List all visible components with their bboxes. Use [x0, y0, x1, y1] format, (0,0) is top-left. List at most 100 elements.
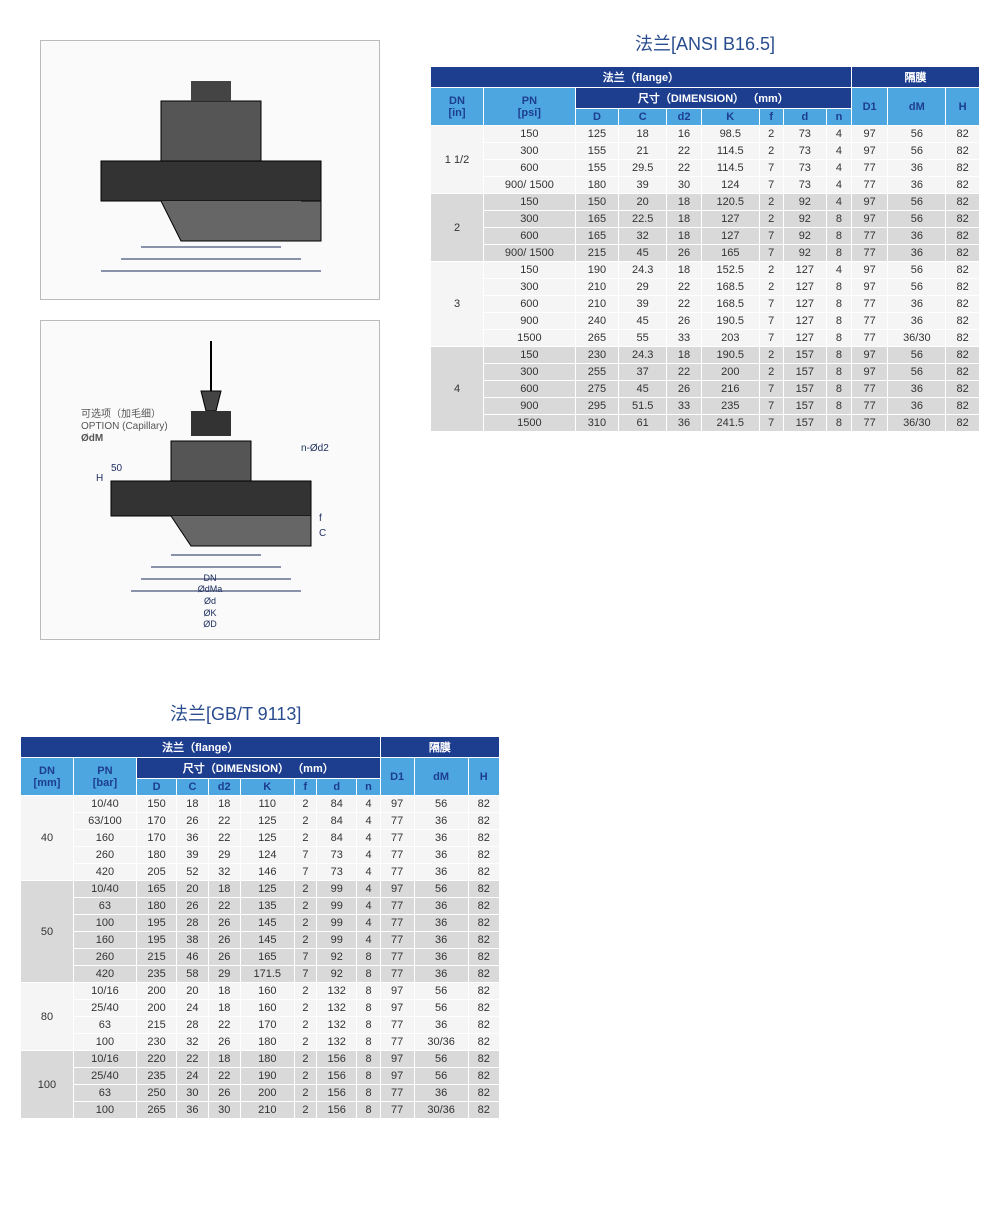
cell-D1: 77	[851, 228, 888, 245]
cell-f: 2	[294, 813, 316, 830]
hdr-D: D	[136, 779, 176, 796]
cell-pn: 63	[73, 1017, 136, 1034]
cell-D: 165	[575, 211, 618, 228]
cell-D: 165	[575, 228, 618, 245]
ansi-title: 法兰[ANSI B16.5]	[430, 30, 980, 56]
cell-n: 4	[826, 126, 851, 143]
dn-cell: 2	[431, 194, 484, 262]
hdr-n: n	[826, 109, 851, 126]
hdr-dimension-group: 尺寸（DIMENSION） （mm）	[136, 758, 380, 779]
cell-D1: 77	[380, 1102, 414, 1119]
cell-d2: 32	[208, 864, 240, 881]
cell-d: 99	[317, 898, 357, 915]
cell-D: 265	[575, 330, 618, 347]
cell-H: 82	[468, 898, 499, 915]
table-row: 63250302620021568773682	[21, 1085, 500, 1102]
cell-D1: 77	[380, 1017, 414, 1034]
cell-d: 157	[783, 415, 826, 432]
cell-K: 200	[240, 1085, 294, 1102]
cell-dM: 56	[888, 347, 946, 364]
od-label: Ød	[204, 596, 216, 606]
cell-dM: 36	[414, 898, 468, 915]
dn-cell: 3	[431, 262, 484, 347]
cell-K: 125	[240, 813, 294, 830]
table-row: 60016532181277928773682	[431, 228, 980, 245]
cell-D: 295	[575, 398, 618, 415]
table-row: 26021546261657928773682	[21, 949, 500, 966]
hdr-dM: dM	[414, 758, 468, 796]
cell-f: 7	[759, 313, 783, 330]
hdr-C: C	[619, 109, 667, 126]
svg-text:H: H	[96, 473, 103, 484]
table-row: 900/ 150021545261657928773682	[431, 245, 980, 262]
cell-d2: 18	[667, 211, 702, 228]
cell-H: 82	[468, 966, 499, 983]
cell-n: 8	[826, 347, 851, 364]
cell-D1: 77	[851, 330, 888, 347]
cell-K: 120.5	[701, 194, 759, 211]
cell-dM: 56	[888, 126, 946, 143]
cell-d: 84	[317, 813, 357, 830]
cell-H: 82	[468, 983, 499, 1000]
cell-d2: 22	[208, 1068, 240, 1085]
cell-n: 8	[826, 279, 851, 296]
cell-C: 30	[177, 1085, 208, 1102]
cell-n: 8	[357, 1068, 380, 1085]
cell-K: 203	[701, 330, 759, 347]
cell-d: 92	[317, 949, 357, 966]
cell-n: 4	[826, 194, 851, 211]
cell-dM: 36	[414, 1017, 468, 1034]
cell-n: 4	[357, 847, 380, 864]
cell-f: 7	[759, 296, 783, 313]
cell-D: 235	[136, 966, 176, 983]
hdr-d: d	[783, 109, 826, 126]
cell-K: 146	[240, 864, 294, 881]
cell-pn: 150	[484, 262, 576, 279]
cell-D1: 77	[380, 932, 414, 949]
cell-H: 82	[468, 1085, 499, 1102]
cell-C: 39	[619, 296, 667, 313]
cell-n: 8	[826, 228, 851, 245]
cell-n: 8	[357, 1017, 380, 1034]
cell-K: 190.5	[701, 313, 759, 330]
cell-f: 2	[294, 881, 316, 898]
cell-C: 29.5	[619, 160, 667, 177]
cell-f: 2	[294, 1068, 316, 1085]
cell-n: 4	[357, 864, 380, 881]
table-row: 1002303226180213287730/3682	[21, 1034, 500, 1051]
hdr-n: n	[357, 779, 380, 796]
cell-C: 28	[177, 915, 208, 932]
cell-H: 82	[946, 398, 980, 415]
cell-d: 127	[783, 262, 826, 279]
cell-d: 99	[317, 881, 357, 898]
table-row: 315019024.318152.521274975682	[431, 262, 980, 279]
cell-pn: 63	[73, 898, 136, 915]
cell-d: 73	[783, 177, 826, 194]
cell-pn: 300	[484, 364, 576, 381]
cell-dM: 36	[414, 847, 468, 864]
cell-f: 2	[294, 1034, 316, 1051]
table-row: 415023024.318190.521578975682	[431, 347, 980, 364]
cell-d2: 18	[208, 881, 240, 898]
cell-C: 24	[177, 1068, 208, 1085]
cell-n: 8	[826, 415, 851, 432]
table-row: 26018039291247734773682	[21, 847, 500, 864]
cell-d2: 26	[208, 932, 240, 949]
cell-d2: 33	[667, 330, 702, 347]
cell-pn: 10/16	[73, 1051, 136, 1068]
table-row: 1 1/2150125181698.52734975682	[431, 126, 980, 143]
cell-D1: 77	[851, 415, 888, 432]
hdr-flange-group: 法兰（flange）	[431, 67, 852, 88]
cell-H: 82	[946, 313, 980, 330]
cell-f: 2	[294, 983, 316, 1000]
gbt-title: 法兰[GB/T 9113]	[170, 700, 980, 726]
cell-d2: 18	[208, 1051, 240, 1068]
cell-d: 127	[783, 296, 826, 313]
cell-d2: 22	[667, 364, 702, 381]
cell-K: 125	[240, 830, 294, 847]
cell-D: 165	[136, 881, 176, 898]
svg-text:f: f	[319, 513, 322, 524]
cell-d: 132	[317, 1017, 357, 1034]
cell-pn: 900	[484, 398, 576, 415]
cell-n: 8	[826, 381, 851, 398]
